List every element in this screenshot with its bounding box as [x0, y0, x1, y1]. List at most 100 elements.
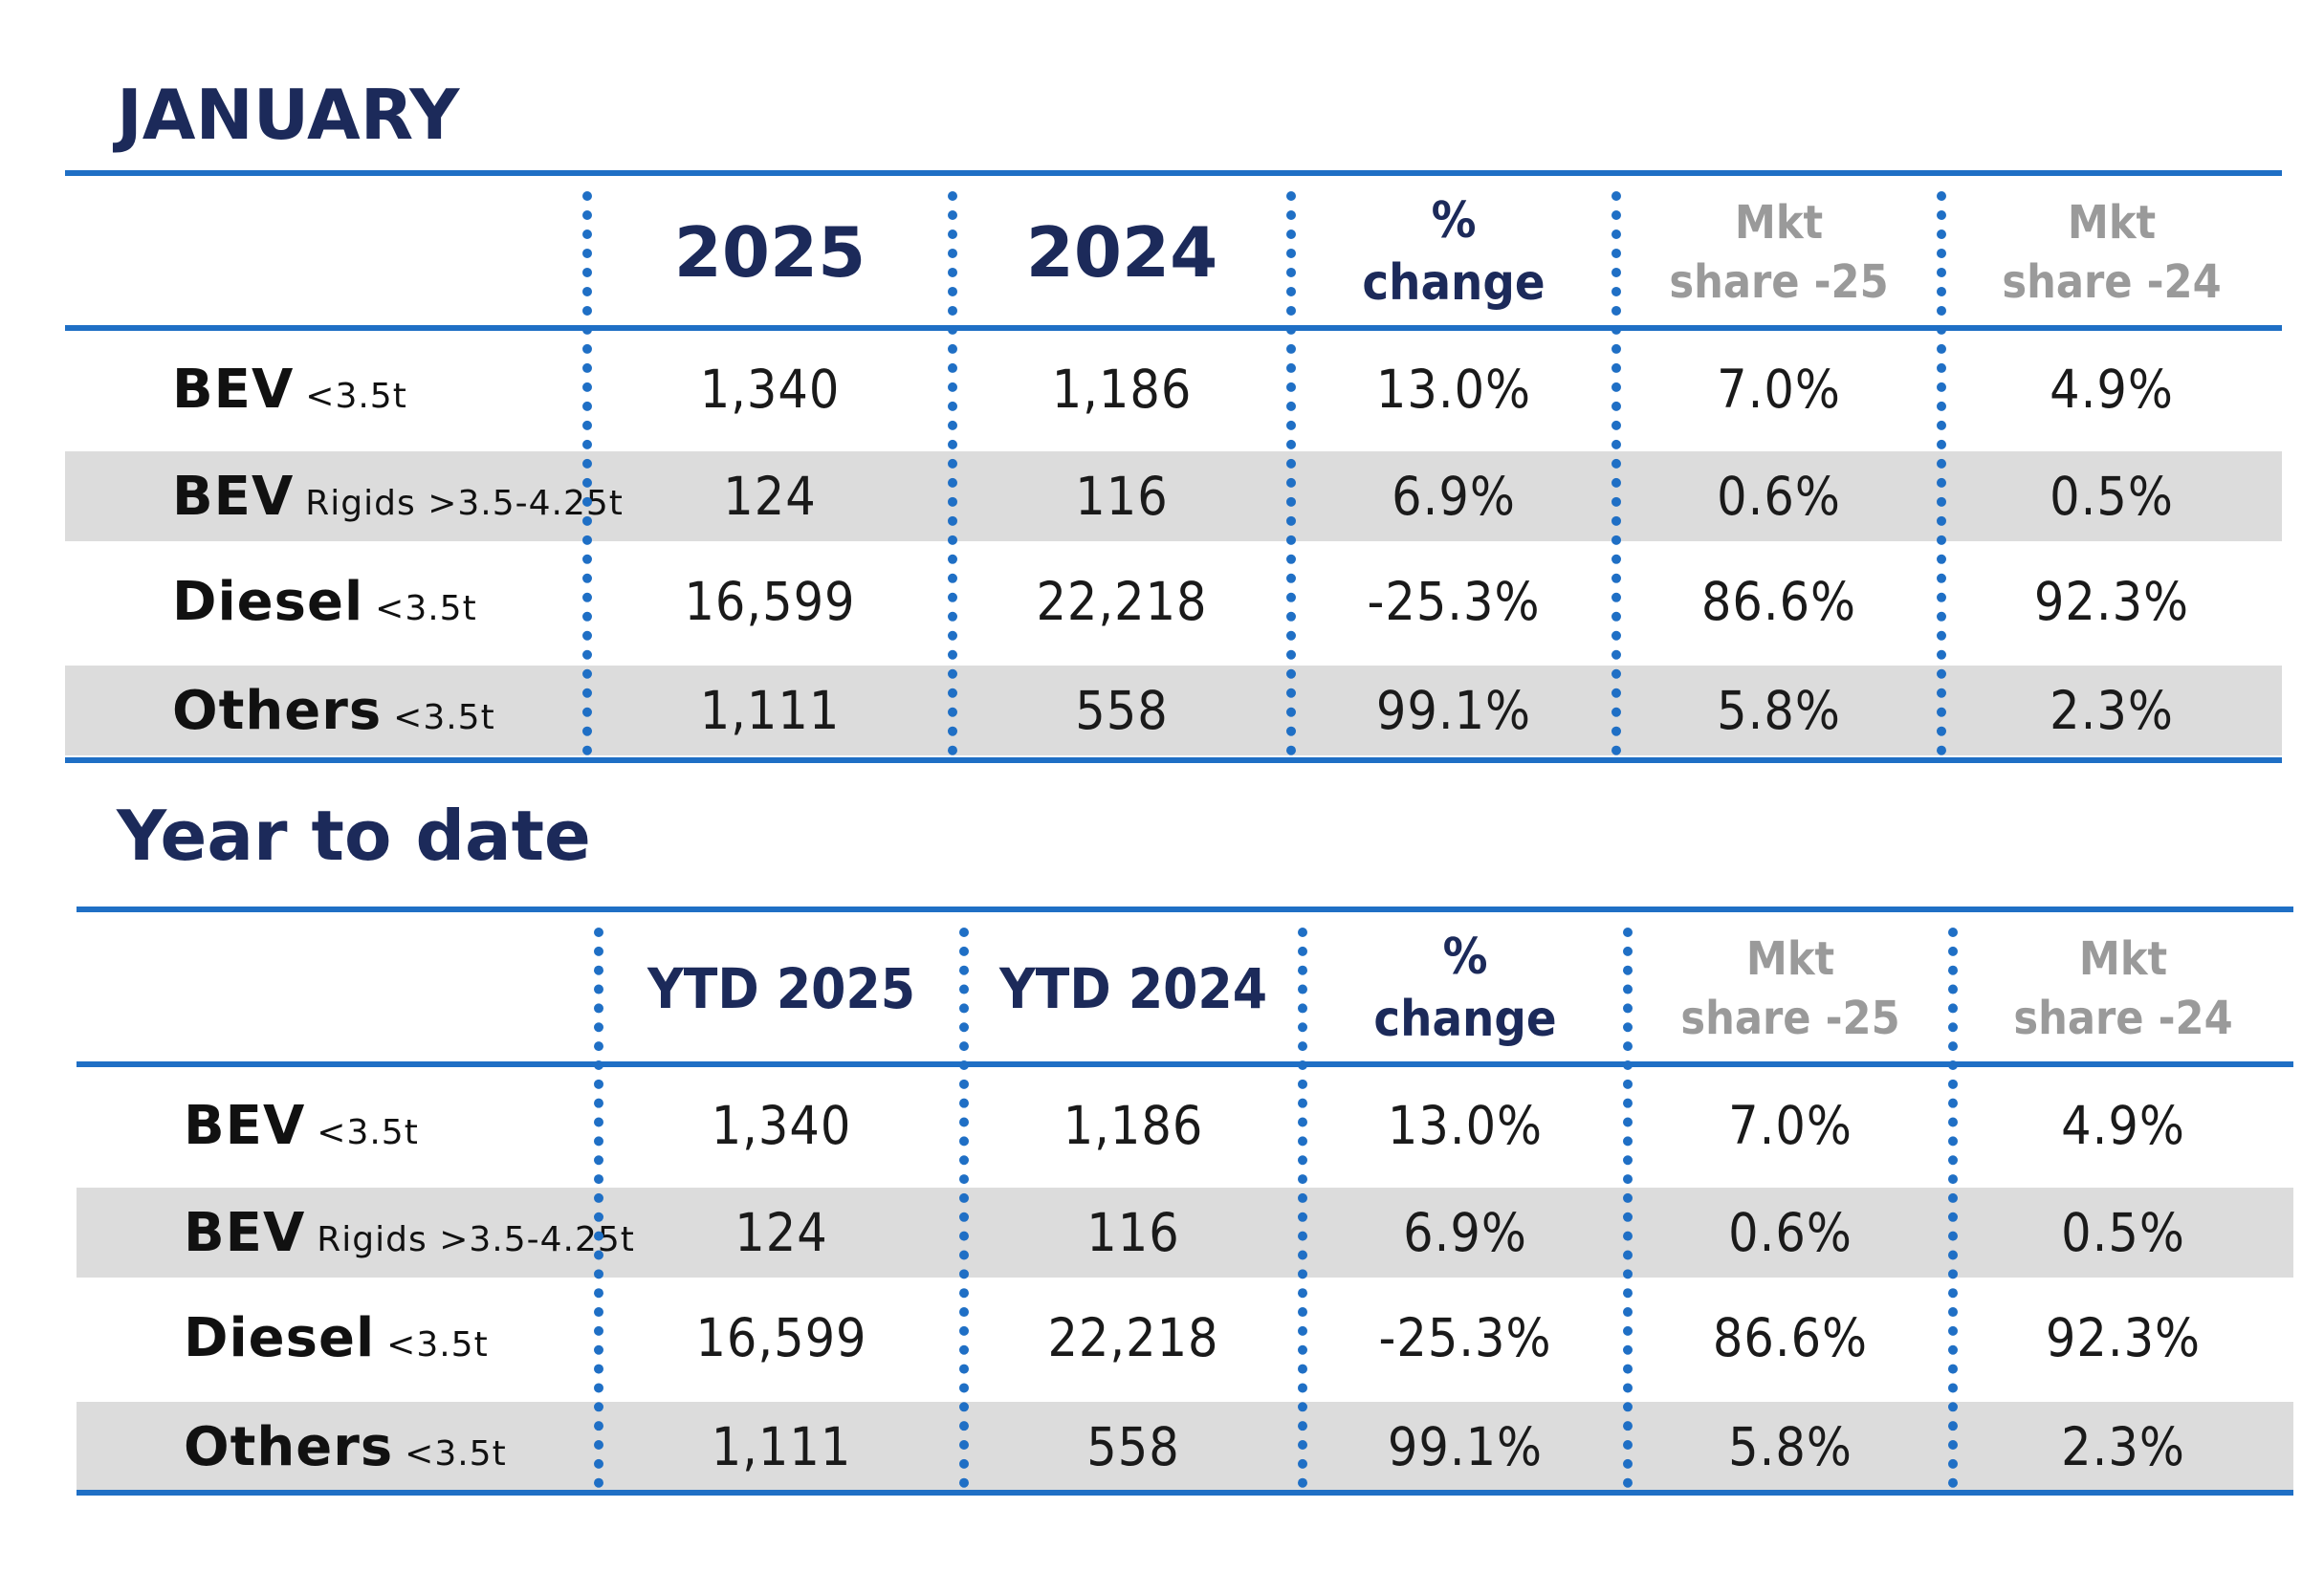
cell-2024: 22,218 — [1036, 571, 1208, 632]
cell-pct-change: 6.9% — [1392, 466, 1516, 527]
cell-mkt-25: 7.0% — [1717, 359, 1841, 420]
header-ytd-2024: YTD 2024 — [998, 956, 1268, 1021]
row-label-sub: <3.5t — [375, 588, 477, 628]
row-label: Others <3.5t — [65, 680, 587, 742]
ytd-title: Year to date — [117, 796, 591, 876]
cell-2025: 1,340 — [699, 359, 841, 420]
header-pct-change: % change — [1291, 190, 1616, 315]
cell-mkt-24: 0.5% — [2050, 466, 2174, 527]
row-label: Diesel <3.5t — [77, 1307, 599, 1369]
column-divider — [1611, 191, 1621, 755]
header-pct-word: change — [1362, 254, 1546, 312]
table-header-rule — [77, 1061, 2293, 1067]
cell-pct-change: 13.0% — [1387, 1095, 1544, 1156]
row-label: BEV Rigids >3.5-4.25t — [77, 1202, 634, 1264]
header-mkt-share-25: Mkt share -25 — [1628, 929, 1953, 1049]
cell-pct-change: 6.9% — [1403, 1202, 1527, 1263]
header-ytd-2025: YTD 2025 — [647, 956, 916, 1021]
cell-pct-change: 13.0% — [1375, 359, 1532, 420]
table-row: BEV Rigids >3.5-4.25t 124 116 6.9% 0.6% 0… — [65, 451, 2282, 541]
cell-mkt-24: 4.9% — [2061, 1095, 2185, 1156]
header-mkt-24-line2: share -24 — [2002, 255, 2222, 309]
row-label: BEV <3.5t — [65, 359, 587, 421]
table-row: BEV <3.5t 1,340 1,186 13.0% 7.0% 4.9% — [65, 344, 2282, 434]
column-divider — [582, 191, 592, 755]
column-divider — [1937, 191, 1946, 755]
column-divider — [1298, 928, 1307, 1488]
header-2024: 2024 — [1025, 212, 1218, 293]
header-pct-word: change — [1373, 991, 1557, 1048]
cell-mkt-25: 0.6% — [1728, 1202, 1853, 1263]
table-header-row: YTD 2025 YTD 2024 % change Mkt share -25… — [77, 912, 2293, 1065]
cell-mkt-24: 4.9% — [2050, 359, 2174, 420]
row-label-main: BEV — [172, 358, 295, 421]
header-mkt-24-line2: share -24 — [2013, 992, 2233, 1045]
cell-ytd-2024: 1,186 — [1063, 1095, 1204, 1156]
cell-2024: 1,186 — [1051, 359, 1193, 420]
cell-2025: 124 — [723, 466, 817, 527]
table-row: Diesel <3.5t 16,599 22,218 -25.3% 86.6% 9… — [65, 557, 2282, 646]
row-label-main: Others — [172, 679, 383, 742]
header-mkt-25-line2: share -25 — [1669, 255, 1889, 309]
header-mkt-24-line1: Mkt — [2078, 931, 2168, 986]
column-divider — [1623, 928, 1633, 1488]
cell-mkt-24: 0.5% — [2061, 1202, 2185, 1263]
table-row: Others <3.5t 1,111 558 99.1% 5.8% 2.3% — [77, 1402, 2293, 1492]
row-label: BEV Rigids >3.5-4.25t — [65, 465, 623, 528]
january-table: 2025 2024 % change Mkt share -25 Mkt sha… — [65, 170, 2282, 763]
ytd-table: YTD 2025 YTD 2024 % change Mkt share -25… — [77, 907, 2293, 1499]
column-divider — [1948, 928, 1958, 1488]
row-label-sub: Rigids >3.5-4.25t — [305, 483, 624, 523]
table-row: BEV Rigids >3.5-4.25t 124 116 6.9% 0.6% 0… — [77, 1188, 2293, 1278]
cell-pct-change: 99.1% — [1375, 680, 1532, 741]
header-pct-symbol: % — [1431, 192, 1477, 250]
row-label: BEV <3.5t — [77, 1095, 599, 1157]
cell-2025: 1,111 — [699, 680, 841, 741]
header-pct-change: % change — [1303, 927, 1628, 1051]
row-label-main: Diesel — [184, 1306, 376, 1369]
cell-2024: 558 — [1075, 680, 1169, 741]
header-mkt-share-24: Mkt share -24 — [1953, 929, 2293, 1049]
column-divider — [1286, 191, 1296, 755]
cell-mkt-25: 5.8% — [1717, 680, 1841, 741]
table-bottom-rule — [77, 1490, 2293, 1496]
row-label-sub: <3.5t — [405, 1433, 507, 1474]
row-label-sub: <3.5t — [386, 1324, 489, 1365]
header-pct-symbol: % — [1442, 929, 1488, 986]
table-row: BEV <3.5t 1,340 1,186 13.0% 7.0% 4.9% — [77, 1081, 2293, 1170]
cell-mkt-25: 0.6% — [1717, 466, 1841, 527]
cell-ytd-2024: 116 — [1086, 1202, 1180, 1263]
cell-mkt-25: 7.0% — [1728, 1095, 1853, 1156]
cell-mkt-24: 92.3% — [2045, 1307, 2202, 1368]
row-label-main: BEV — [172, 465, 295, 528]
row-label-main: Diesel — [172, 570, 364, 633]
header-mkt-25-line1: Mkt — [1745, 931, 1835, 986]
cell-mkt-25: 86.6% — [1712, 1307, 1869, 1368]
table-row: Others <3.5t 1,111 558 99.1% 5.8% 2.3% — [65, 666, 2282, 755]
header-mkt-share-25: Mkt share -25 — [1616, 193, 1941, 313]
header-mkt-25-line2: share -25 — [1680, 992, 1900, 1045]
cell-mkt-24: 92.3% — [2033, 571, 2190, 632]
table-row: Diesel <3.5t 16,599 22,218 -25.3% 86.6% 9… — [77, 1293, 2293, 1383]
table-header-rule — [65, 325, 2282, 331]
cell-ytd-2025: 124 — [734, 1202, 828, 1263]
cell-ytd-2025: 1,340 — [711, 1095, 852, 1156]
header-mkt-25-line1: Mkt — [1734, 195, 1824, 250]
cell-2025: 16,599 — [684, 571, 856, 632]
header-mkt-share-24: Mkt share -24 — [1941, 193, 2282, 313]
header-2025: 2025 — [673, 212, 866, 293]
cell-ytd-2024: 22,218 — [1047, 1307, 1219, 1368]
row-label: Others <3.5t — [77, 1416, 599, 1478]
row-label-sub: <3.5t — [317, 1112, 419, 1152]
table-top-rule — [65, 170, 2282, 176]
column-divider — [948, 191, 957, 755]
table-top-rule — [77, 907, 2293, 912]
cell-mkt-24: 2.3% — [2061, 1416, 2185, 1477]
cell-pct-change: -25.3% — [1367, 571, 1541, 632]
cell-mkt-25: 86.6% — [1700, 571, 1857, 632]
row-label-sub: <3.5t — [393, 697, 495, 737]
cell-mkt-25: 5.8% — [1728, 1416, 1853, 1477]
cell-mkt-24: 2.3% — [2050, 680, 2174, 741]
cell-ytd-2025: 16,599 — [695, 1307, 867, 1368]
january-title: JANUARY — [117, 75, 460, 155]
